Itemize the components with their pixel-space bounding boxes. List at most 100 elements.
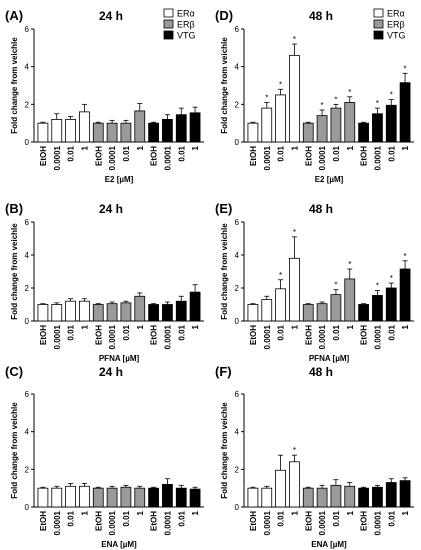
x-tick-label: 0.0001 [108,324,117,349]
y-tick-label: 6 [25,25,30,34]
x-axis-label: ENA [µM] [101,540,137,549]
panel-label: (F) [215,364,232,379]
bar [65,300,76,322]
bar [302,304,314,322]
panel-d: (D) 48 h 0 2 4 6 Fold change from veichle EtOH *… [215,8,414,184]
bar [106,122,118,143]
y-tick-label: 2 [235,100,240,109]
bar [372,295,383,322]
x-tick-label: EtOH [304,511,313,531]
bar [148,304,159,322]
bar [247,487,259,508]
bar [92,304,104,322]
bar [65,485,76,508]
y-tick-label: 0 [235,317,240,326]
bar [189,291,201,322]
significance-star: * [279,80,282,89]
bar [289,461,300,508]
x-tick-label: 1 [191,324,200,329]
x-tick-label: 0.0001 [53,510,62,535]
bar [37,304,49,322]
x-tick-label: 0.01 [277,145,286,161]
bar [358,304,369,322]
bar [330,107,342,143]
y-tick-label: 4 [235,251,240,260]
bar [261,107,273,143]
panel-title: 24 h [99,365,123,379]
x-tick-label: 0.0001 [53,324,62,349]
x-tick-label: EtOH [249,511,258,531]
bar [275,288,286,322]
x-tick-label: 0.0001 [108,510,117,535]
x-tick-label: 0.01 [387,510,396,526]
x-tick-label: 0.01 [277,510,286,526]
bar [51,304,63,322]
y-tick-label: 2 [25,465,30,474]
bar [51,119,63,143]
bar [79,111,90,143]
bar [316,487,328,508]
legend-swatch [163,30,174,40]
x-axis-label: PFNA [µM] [99,354,140,363]
legend-swatch [163,8,174,18]
bar [385,287,397,322]
x-tick-label: 0.0001 [163,324,172,349]
x-tick-label: 0.0001 [108,145,117,170]
x-tick-label: 1 [401,510,410,515]
significance-star: * [293,446,296,455]
x-axis-label: E2 [µM] [315,175,344,184]
x-tick-label: EtOH [304,146,313,166]
x-tick-label: EtOH [150,511,159,531]
x-tick-label: EtOH [150,325,159,345]
bar [261,487,273,508]
significance-star: * [390,91,393,100]
bar [175,487,187,508]
legend-swatch [373,19,384,29]
y-tick-label: 4 [235,428,240,437]
bar [316,115,328,143]
bar [344,485,356,508]
bar [358,122,369,143]
x-tick-label: 1 [290,145,299,150]
x-tick-label: 1 [346,510,355,515]
bar [399,268,411,322]
significance-star: * [279,271,282,280]
x-tick-label: 0.01 [332,510,341,526]
x-tick-label: 0.01 [332,145,341,161]
x-tick-label: EtOH [94,511,103,531]
bar [344,102,356,143]
x-tick-label: 0.01 [332,324,341,340]
x-tick-label: 0.01 [122,145,131,161]
y-axis-label: Fold change from veichle [220,37,229,134]
x-tick-label: 1 [191,510,200,515]
bar [247,122,259,143]
x-tick-label: 1 [80,510,89,515]
y-tick-label: 4 [235,63,240,72]
x-tick-label: EtOH [360,511,369,531]
panel-f: (F) 48 h 0 2 4 6 Fold change from veichle EtOH 0… [215,364,414,549]
x-tick-label: 0.0001 [263,145,272,170]
legend-entry: ERα [177,9,195,19]
x-tick-label: 0.01 [387,324,396,340]
x-tick-label: 0.01 [277,324,286,340]
significance-star: * [404,64,407,73]
legend-entry: ERβ [387,20,405,30]
y-axis-label: Fold change from veichle [220,223,229,320]
bar [65,119,76,143]
bar [372,486,383,508]
panel-label: (B) [5,201,23,216]
bar [79,485,90,508]
bar [175,114,187,143]
bar [148,487,159,508]
significance-star: * [293,35,296,44]
bar [37,122,49,143]
x-tick-label: 0.0001 [373,145,382,170]
bar [275,469,286,508]
legend-entry: VTG [387,31,406,41]
y-tick-label: 4 [25,428,30,437]
bar [399,480,411,508]
x-tick-label: 0.0001 [263,510,272,535]
x-tick-label: 0.01 [177,324,186,340]
bar [261,299,273,322]
legend-swatch [373,30,384,40]
